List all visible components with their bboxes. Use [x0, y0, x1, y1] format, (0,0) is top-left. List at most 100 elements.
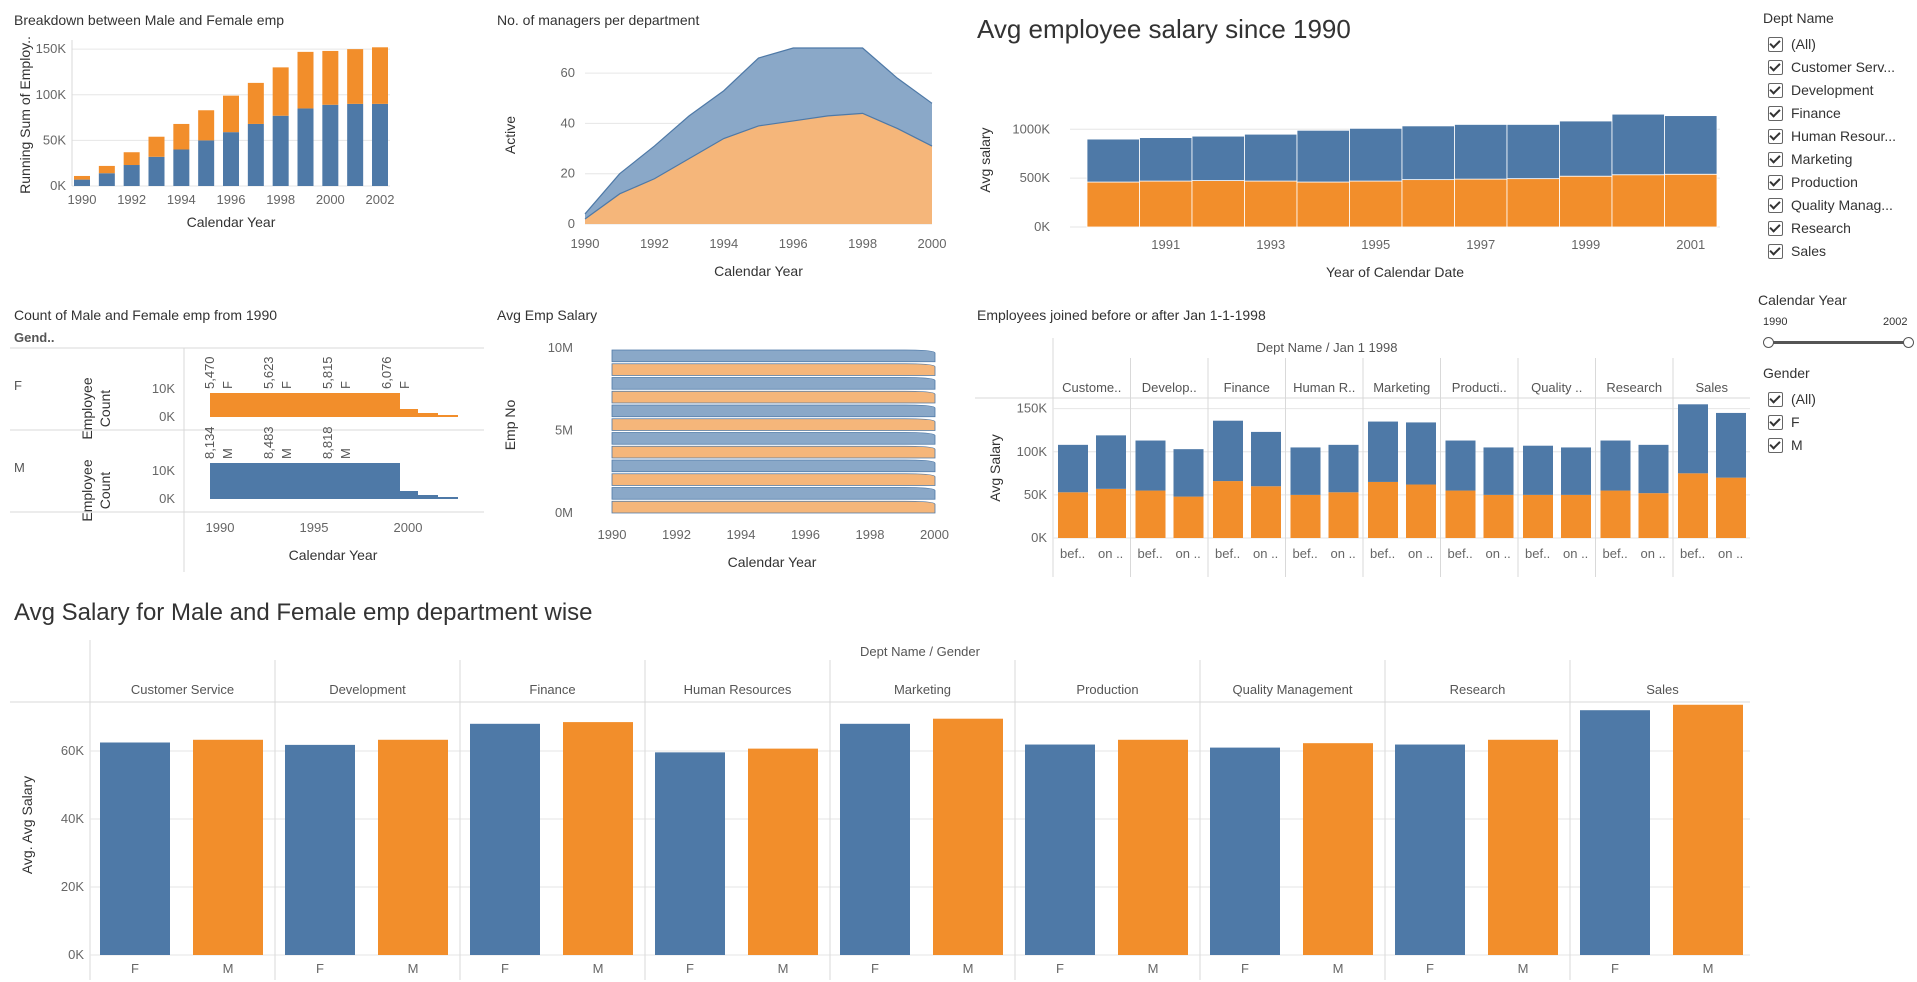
checkbox-checked-icon[interactable] — [1768, 36, 1783, 52]
chart3-bar-lower — [1086, 181, 1140, 228]
checkbox-checked-icon[interactable] — [1768, 174, 1783, 190]
chart5-band — [611, 500, 936, 514]
chart6-sub-label: bef.. — [1060, 546, 1085, 561]
chart1-title: Breakdown between Male and Female emp — [14, 12, 284, 28]
dept-filter-item[interactable]: (All) — [1768, 36, 1816, 52]
chart3-bar-lower — [1244, 180, 1298, 228]
chart4-xtick-label: 1995 — [300, 520, 329, 535]
chart1-bar-male — [322, 104, 339, 186]
chart1-bar-female — [223, 95, 239, 133]
gender-filter-item[interactable]: (All) — [1768, 391, 1816, 407]
chart4-data-tag: F — [220, 381, 235, 389]
checkbox-checked-icon[interactable] — [1768, 59, 1783, 75]
year-max-label: 2002 — [1883, 316, 1908, 328]
dept-filter-item[interactable]: Sales — [1768, 243, 1826, 259]
chart7-sub-label: M — [1148, 961, 1159, 976]
chart1-bar-male — [347, 103, 364, 186]
chart5-band — [611, 487, 936, 500]
checkbox-checked-icon[interactable] — [1768, 128, 1783, 144]
chart3-bar-lower — [1401, 179, 1455, 228]
chart7-sub-label: M — [963, 961, 974, 976]
chart1-bar-male — [123, 165, 140, 186]
dept-filter-item[interactable]: Human Resour... — [1768, 128, 1896, 144]
chart1-bar-female — [347, 49, 364, 104]
chart6-bar-upper — [1096, 435, 1126, 489]
chart3-xtick-label: 1993 — [1256, 237, 1285, 252]
chart6-sub-label: bef.. — [1603, 546, 1628, 561]
chart7-bar — [1118, 739, 1188, 955]
chart3-ytick-label: 0K — [1034, 219, 1050, 234]
chart4-bar-tail — [418, 413, 438, 417]
chart4-xtick-label: 1990 — [206, 520, 235, 535]
chart7-y-axis-label: Avg. Avg Salary — [19, 776, 35, 874]
dept-filter-item[interactable]: Research — [1768, 220, 1851, 236]
chart4-bar-tail — [418, 495, 438, 499]
gender-filter-label: M — [1791, 437, 1803, 453]
chart6-bar-upper — [1328, 444, 1359, 493]
gender-filter-item[interactable]: M — [1768, 437, 1803, 453]
chart6-bar-lower — [1368, 481, 1398, 538]
chart6-bar-upper — [1213, 420, 1243, 482]
chart4-data-label: 8,818 — [320, 426, 335, 459]
chart6-sub-label: bef.. — [1138, 546, 1163, 561]
chart4-row-label: F — [14, 378, 22, 393]
chart6-bar-lower — [1213, 481, 1243, 538]
chart4-title: Count of Male and Female emp from 1990 — [14, 307, 277, 323]
checkbox-checked-icon[interactable] — [1768, 105, 1783, 121]
year-slider-min-handle[interactable] — [1763, 337, 1774, 348]
chart2-ytick-label: 40 — [561, 115, 575, 130]
year-slider-track[interactable] — [1768, 341, 1908, 344]
filter-panel: Dept Name (All) Customer Serv... Developme… — [1758, 0, 1917, 982]
chart7-sub-label: F — [1056, 961, 1064, 976]
chart7-bar — [378, 739, 448, 955]
checkbox-checked-icon[interactable] — [1768, 82, 1783, 98]
chart7-sub-label: F — [501, 961, 509, 976]
checkbox-checked-icon[interactable] — [1768, 197, 1783, 213]
dept-filter-item[interactable]: Development — [1768, 82, 1874, 98]
chart4-ytick-label: 0K — [159, 409, 175, 424]
dept-filter-item[interactable]: Customer Serv... — [1768, 59, 1895, 75]
chart2-title: No. of managers per department — [497, 12, 699, 28]
chart1-bar-male — [247, 123, 264, 186]
checkbox-checked-icon[interactable] — [1768, 414, 1783, 430]
chart2-xtick-label: 1994 — [709, 236, 738, 251]
dept-filter-item[interactable]: Production — [1768, 174, 1858, 190]
chart6-group-label: Research — [1606, 380, 1662, 395]
chart4-ytick-label: 10K — [152, 463, 175, 478]
chart1-bar-female — [322, 50, 339, 105]
chart6-bar-lower — [1523, 494, 1553, 538]
chart7-group-label: Sales — [1646, 682, 1679, 697]
gender-filter-item[interactable]: F — [1768, 414, 1800, 430]
chart7-ytick-label: 20K — [61, 879, 84, 894]
checkbox-checked-icon[interactable] — [1768, 151, 1783, 167]
chart7-bar — [1395, 744, 1465, 955]
chart6-y-axis-label: Avg Salary — [987, 434, 1003, 501]
chart7-sub-label: M — [408, 961, 419, 976]
checkbox-checked-icon[interactable] — [1768, 437, 1783, 453]
chart7-bar — [563, 722, 633, 955]
chart7-sub-label: F — [131, 961, 139, 976]
chart6-bar-lower — [1173, 496, 1204, 538]
gender-filter-label: F — [1791, 414, 1800, 430]
dept-filter-item[interactable]: Finance — [1768, 105, 1841, 121]
chart6-group-label: Marketing — [1373, 380, 1430, 395]
checkbox-checked-icon[interactable] — [1768, 391, 1783, 407]
chart6-sub-label: on .. — [1408, 546, 1433, 561]
chart3-title: Avg employee salary since 1990 — [977, 14, 1351, 44]
dept-filter-label: (All) — [1791, 36, 1816, 52]
chart6-bar-upper — [1445, 440, 1476, 491]
chart1-bar-male — [198, 140, 215, 186]
chart6-ytick-label: 0K — [1031, 530, 1047, 545]
chart3-bar-upper — [1454, 124, 1508, 180]
chart3-bar-lower — [1296, 181, 1350, 228]
checkbox-checked-icon[interactable] — [1768, 220, 1783, 236]
dept-filter-item[interactable]: Marketing — [1768, 151, 1852, 167]
year-slider-max-handle[interactable] — [1903, 337, 1914, 348]
chart5-xtick-label: 1994 — [727, 527, 756, 542]
dept-filter-item[interactable]: Quality Manag... — [1768, 197, 1893, 213]
chart2-ytick-label: 60 — [561, 65, 575, 80]
chart3-bar-upper — [1086, 138, 1140, 183]
checkbox-checked-icon[interactable] — [1768, 243, 1783, 259]
chart6-sub-label: on .. — [1331, 546, 1356, 561]
chart2-x-axis-label: Calendar Year — [714, 263, 803, 279]
